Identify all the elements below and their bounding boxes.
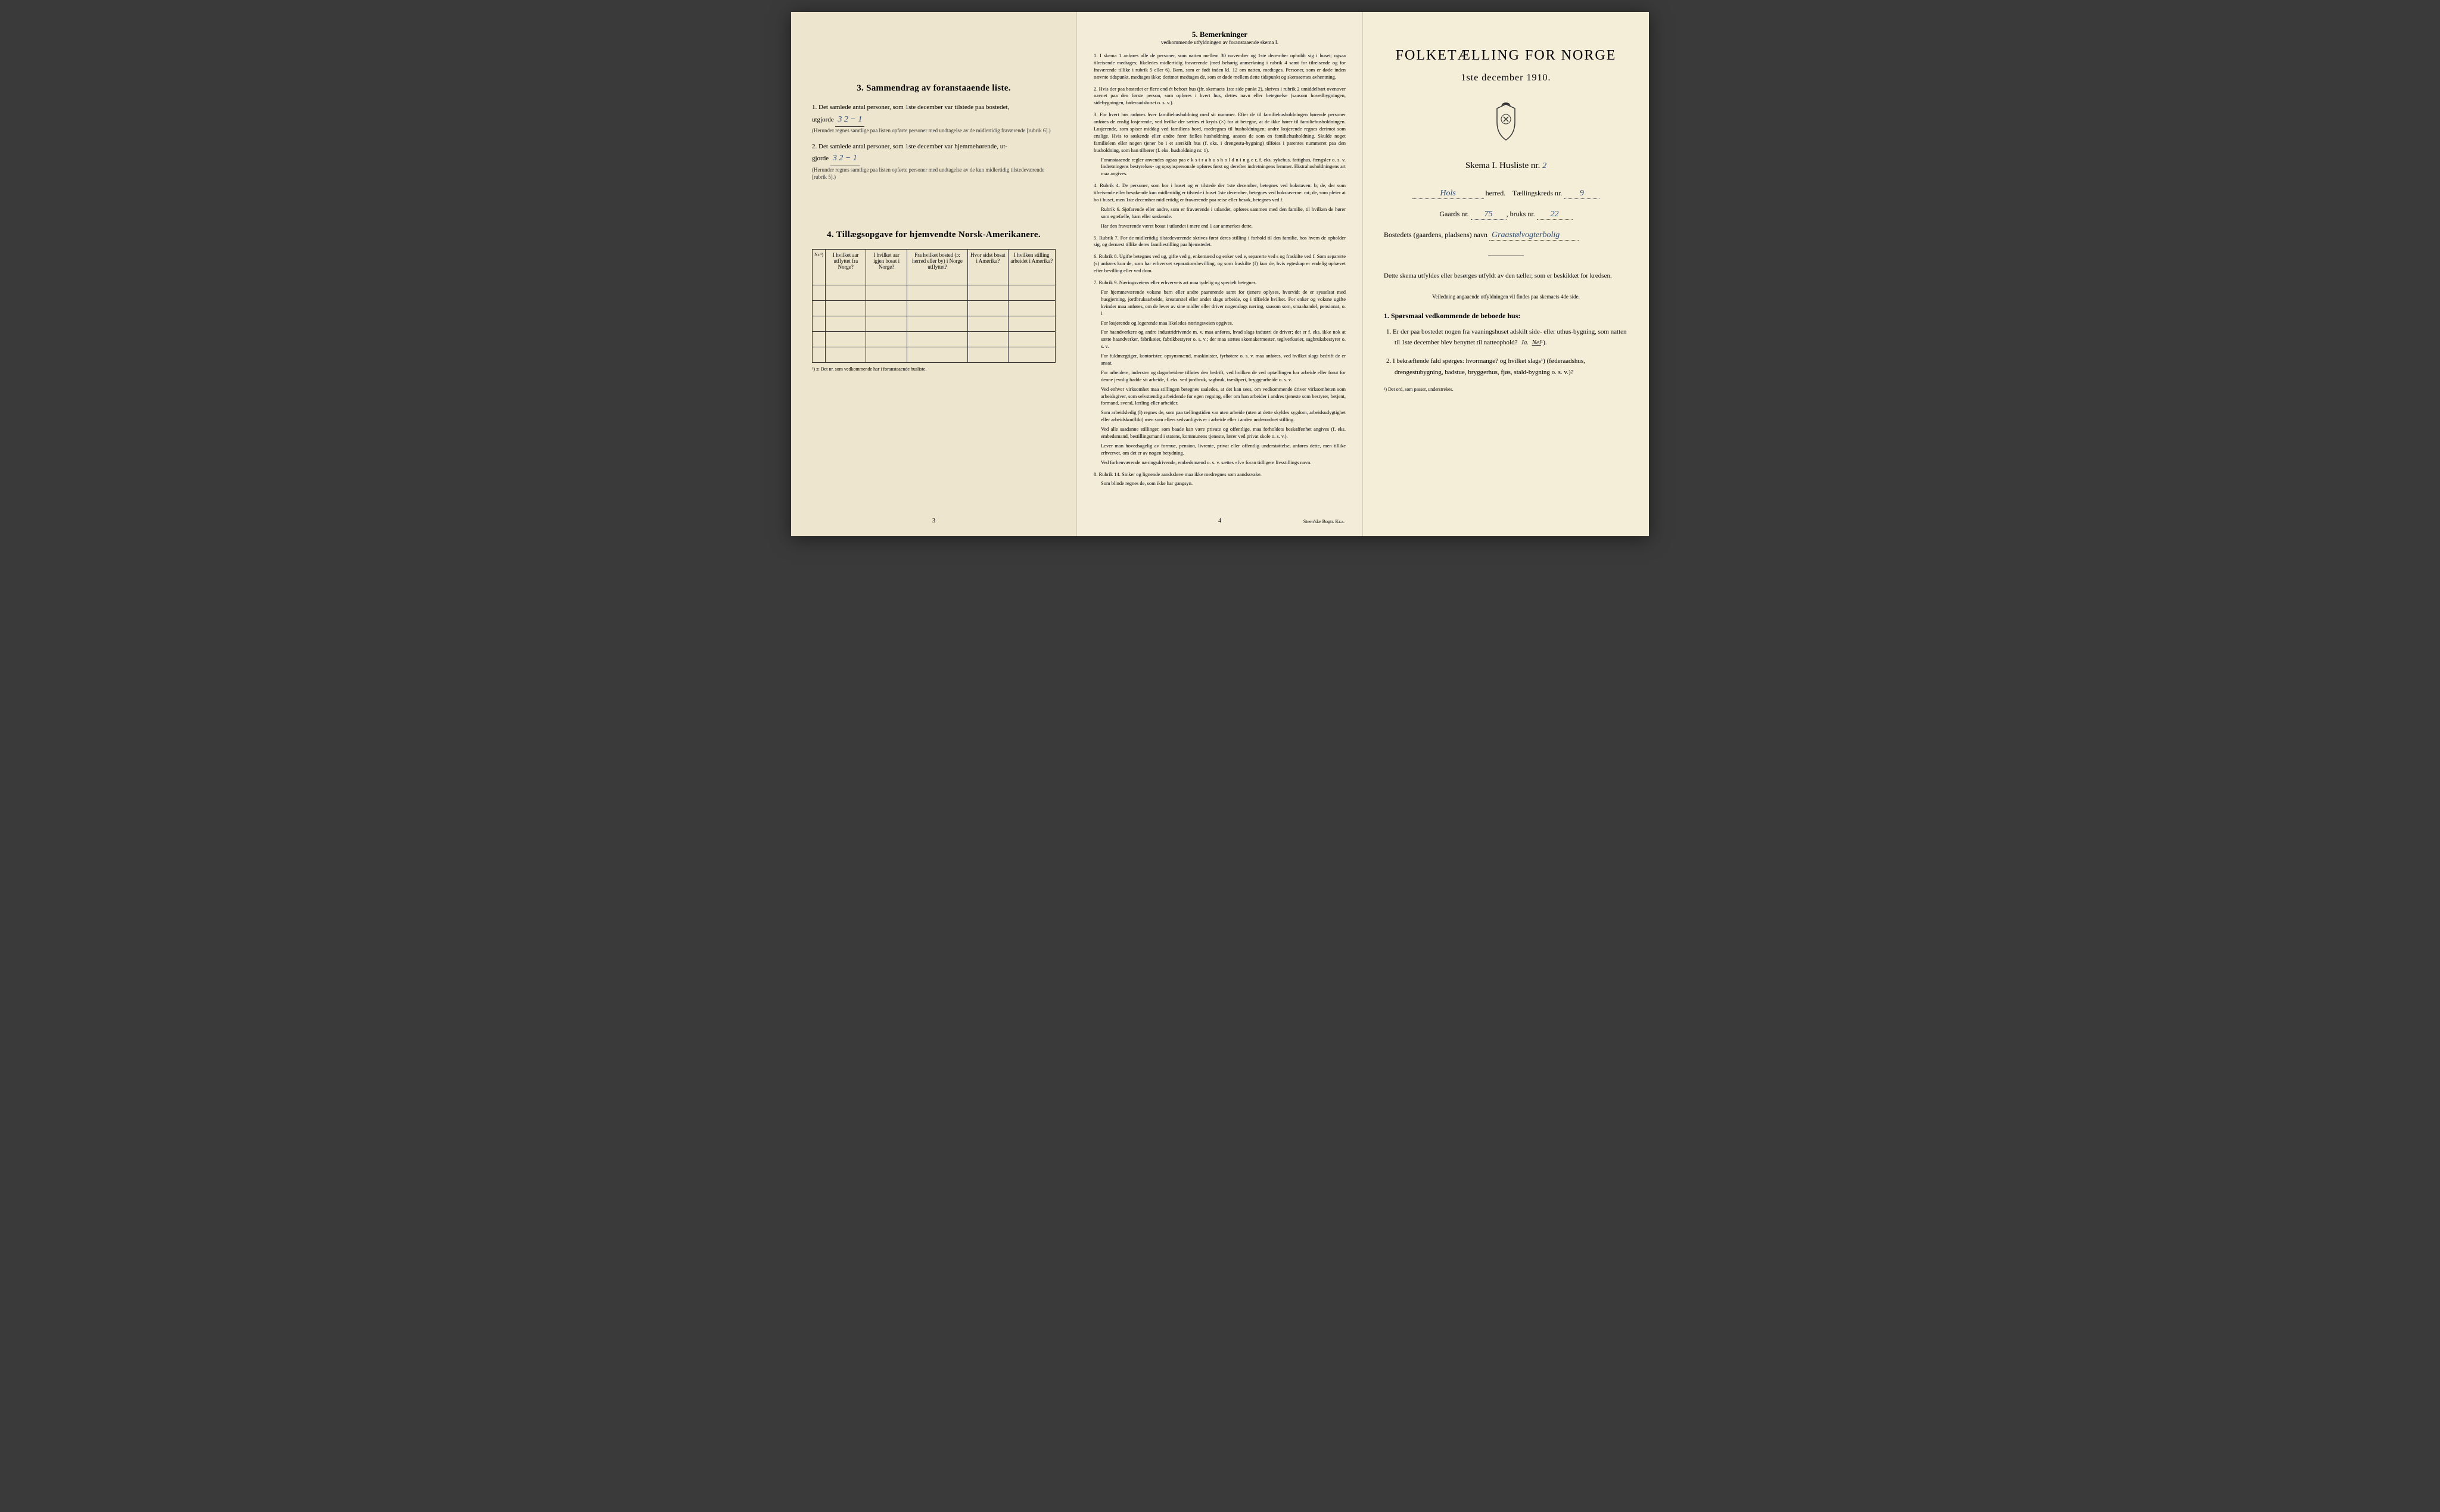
bosted-value: Graastølvogterbolig — [1489, 231, 1579, 241]
item-2-note: (Herunder regnes samtlige paa listen opf… — [812, 166, 1056, 181]
table-row — [813, 331, 1056, 347]
remarks-list: 1. I skema 1 anføres alle de personer, s… — [1094, 52, 1346, 487]
q1-nei-underlined: Nei — [1532, 339, 1541, 346]
remark-item: 2. Hvis der paa bostedet er flere end ét… — [1094, 86, 1346, 107]
section-5-heading: 5. Bemerkninger — [1094, 30, 1346, 39]
th-1: I hvilket aar utflyttet fra Norge? — [826, 249, 866, 285]
table-4-footnote: ¹) ɔ: Det nr. som vedkommende har i fora… — [812, 366, 1056, 372]
section-4-heading: 4. Tillægsopgave for hjemvendte Norsk-Am… — [812, 230, 1056, 240]
item-1-note: (Herunder regnes samtlige paa listen opf… — [812, 127, 1056, 135]
page-3: 3. Sammendrag av foranstaaende liste. 1.… — [791, 12, 1077, 536]
remark-item: 1. I skema 1 anføres alle de personer, s… — [1094, 52, 1346, 81]
questions-heading: 1. Spørsmaal vedkommende de beboede hus: — [1384, 312, 1628, 321]
page-number-3: 3 — [932, 518, 935, 524]
main-title: FOLKETÆLLING FOR NORGE — [1384, 48, 1628, 64]
section-5-subtitle: vedkommende utfyldningen av foranstaaend… — [1094, 39, 1346, 45]
table-row — [813, 347, 1056, 362]
instruction-sub: Veiledning angaaende utfyldningen vil fi… — [1384, 294, 1628, 300]
remark-item: 6. Rubrik 8. Ugifte betegnes ved ug, gif… — [1094, 253, 1346, 275]
table-row — [813, 300, 1056, 316]
item-1-utgjorde: utgjorde — [812, 116, 834, 123]
item-1-num: 1. — [812, 104, 817, 111]
item-1-value: 3 2 − 1 — [835, 113, 864, 127]
bosted-line: Bostedets (gaardens, pladsens) navn Graa… — [1384, 231, 1628, 241]
skema-line: Skema I. Husliste nr. 2 — [1384, 161, 1628, 171]
table-row — [813, 316, 1056, 331]
table-4-body — [813, 285, 1056, 362]
printer-mark: Steen'ske Bogtr. Kr.a. — [1303, 519, 1345, 524]
table-row — [813, 285, 1056, 300]
page-title-page: FOLKETÆLLING FOR NORGE 1ste december 191… — [1363, 12, 1649, 536]
th-nr: Nr.¹) — [813, 249, 826, 285]
remark-item: 4. Rubrik 4. De personer, som bor i huse… — [1094, 182, 1346, 229]
table-4: Nr.¹) I hvilket aar utflyttet fra Norge?… — [812, 249, 1056, 363]
remark-item: 5. Rubrik 7. For de midlertidig tilstede… — [1094, 235, 1346, 249]
th-2: I hvilket aar igjen bosat i Norge? — [866, 249, 907, 285]
th-5: I hvilken stilling arbeidet i Amerika? — [1008, 249, 1055, 285]
coat-of-arms-icon — [1488, 101, 1524, 143]
item-1-text: Det samlede antal personer, som 1ste dec… — [818, 104, 1009, 111]
remark-item: 8. Rubrik 14. Sinker og lignende aandssl… — [1094, 471, 1346, 488]
footnote: ¹) Det ord, som passer, understrekes. — [1384, 387, 1628, 392]
item-2-num: 2. — [812, 143, 817, 150]
bruks-nr: 22 — [1537, 210, 1573, 220]
item-2: 2. Det samlede antal personer, som 1ste … — [812, 142, 1056, 181]
question-1: 1. Er der paa bostedet nogen fra vaaning… — [1395, 326, 1628, 349]
question-2: 2. I bekræftende fald spørges: hvormange… — [1395, 356, 1628, 378]
herred-value: Hols — [1412, 189, 1484, 199]
item-2-gjorde: gjorde — [812, 155, 829, 162]
page-number-4: 4 — [1218, 518, 1221, 524]
instruction-text: Dette skema utfyldes eller besørges utfy… — [1384, 271, 1628, 282]
item-2-text: Det samlede antal personer, som 1ste dec… — [818, 143, 1007, 150]
tallings-nr: 9 — [1564, 189, 1599, 199]
section-3-heading: 3. Sammendrag av foranstaaende liste. — [812, 83, 1056, 94]
item-1: 1. Det samlede antal personer, som 1ste … — [812, 102, 1056, 135]
gaards-nr: 75 — [1471, 210, 1507, 220]
item-2-value: 3 2 − 1 — [830, 152, 860, 166]
th-4: Hvor sidst bosat i Amerika? — [968, 249, 1008, 285]
remark-item: 3. For hvert hus anføres hver familiehus… — [1094, 111, 1346, 178]
th-3: Fra hvilket bosted (ɔ: herred eller by) … — [907, 249, 968, 285]
census-date: 1ste december 1910. — [1384, 73, 1628, 83]
page-4: 5. Bemerkninger vedkommende utfyldningen… — [1077, 12, 1363, 536]
husliste-nr: 2 — [1542, 161, 1546, 170]
remark-item: 7. Rubrik 9. Næringsveiens eller erhverv… — [1094, 279, 1346, 466]
herred-line: Hols herred. Tællingskreds nr. 9 — [1384, 189, 1628, 199]
gaards-line: Gaards nr. 75, bruks nr. 22 — [1384, 210, 1628, 220]
